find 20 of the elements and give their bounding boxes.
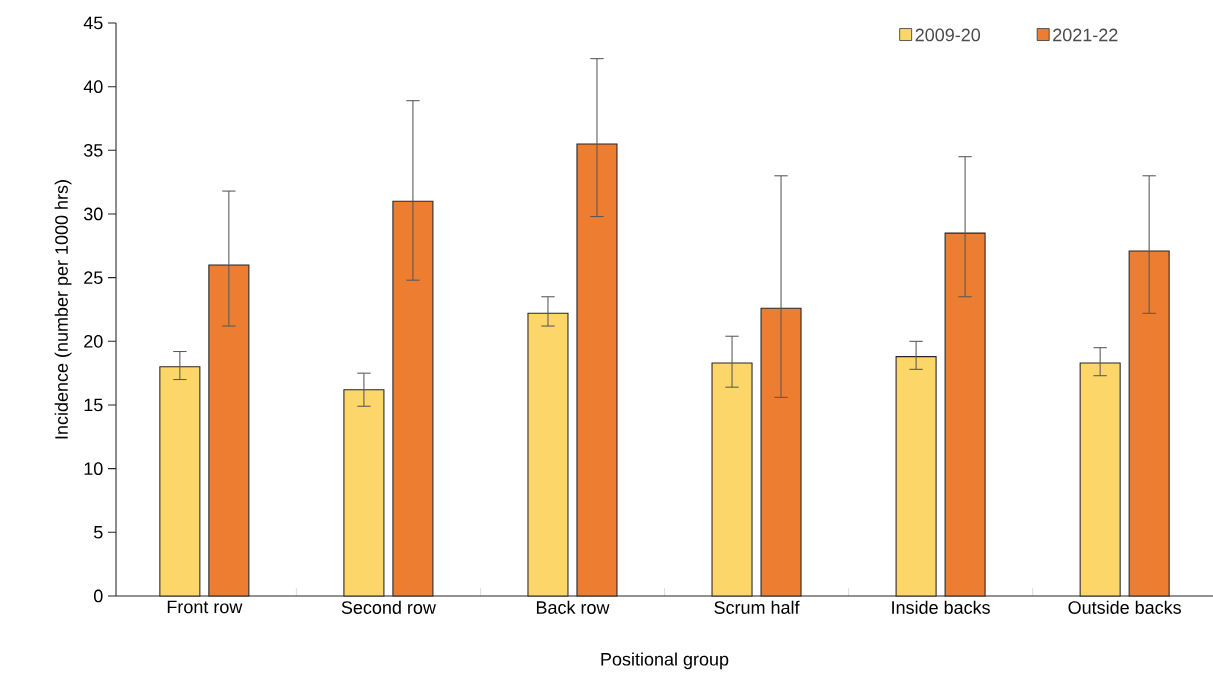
legend-label: 2021-22 xyxy=(1053,28,1118,42)
x-axis-title: Positional group xyxy=(601,652,729,670)
x-tick-label: Second row xyxy=(341,600,436,614)
y-tick-label: 45 xyxy=(83,16,103,30)
y-axis-title: Incidence (number per 1000 hrs) xyxy=(54,180,72,439)
x-tick-label: Front row xyxy=(167,600,243,614)
x-tick-label: Back row xyxy=(536,600,610,614)
y-tick-label: 25 xyxy=(84,271,103,285)
x-tick-label: Outside backs xyxy=(1068,600,1181,614)
y-tick-label: 30 xyxy=(83,207,103,221)
y-tick-label: 20 xyxy=(84,334,103,348)
y-tick-label: 10 xyxy=(84,462,103,476)
x-tick-label: Scrum half xyxy=(714,600,800,614)
y-tick-label: 0 xyxy=(94,589,103,603)
y-tick-label: 5 xyxy=(94,526,103,539)
y-tick-label: 40 xyxy=(83,80,103,94)
legend-label: 2009-20 xyxy=(915,28,981,42)
y-tick-label: 35 xyxy=(83,143,103,157)
y-tick-label: 15 xyxy=(84,398,103,412)
x-tick-label: Inside backs xyxy=(892,600,990,614)
